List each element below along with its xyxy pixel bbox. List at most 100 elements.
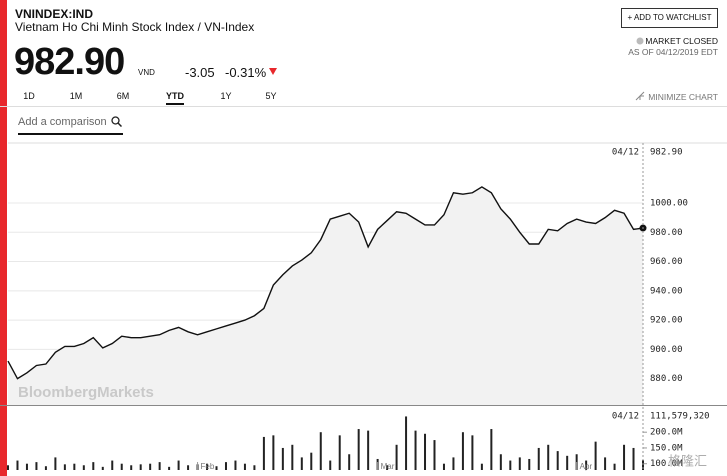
volume-bar <box>367 430 370 470</box>
x-tick-label: Apr <box>580 462 593 471</box>
price-line <box>7 186 644 380</box>
status-dot <box>636 37 644 45</box>
volume-bar <box>224 462 227 470</box>
x-tick-label: Feb <box>201 462 215 471</box>
volume-bar <box>556 451 559 470</box>
last-value: 111,579,320 <box>650 412 710 422</box>
volume-bar <box>518 457 521 470</box>
volume-bar <box>206 463 209 470</box>
volume-bar <box>585 460 588 470</box>
y-tick-label: 980.00 <box>650 228 683 238</box>
volume-bar <box>44 466 47 470</box>
volume-bar <box>272 435 275 470</box>
range-tab[interactable]: 5Y <box>265 91 277 101</box>
volume-bar <box>54 457 57 470</box>
volume-bar <box>139 464 142 470</box>
range-tab[interactable]: YTD <box>166 91 184 105</box>
volume-bar <box>25 463 28 470</box>
volume-bar <box>168 466 171 470</box>
volume-bar <box>177 460 180 470</box>
divider <box>0 106 727 107</box>
minimize-icon <box>635 91 645 101</box>
volume-bar <box>35 462 38 470</box>
index-name: Vietnam Ho Chi Minh Stock Index / VN-Ind… <box>15 20 255 34</box>
watchlist-button[interactable]: + ADD TO WATCHLIST <box>621 8 718 28</box>
volume-bar <box>281 447 284 470</box>
market-status: MARKET CLOSED <box>645 36 718 46</box>
y-tick-label: 200.0M <box>650 428 683 438</box>
y-tick-label: 100.0M <box>650 459 683 469</box>
volume-bar <box>461 432 464 470</box>
search-icon <box>111 116 122 127</box>
volume-bar <box>111 460 114 470</box>
range-tab[interactable]: 1D <box>23 91 35 101</box>
volume-bar <box>490 429 493 470</box>
volume-bar <box>300 457 303 470</box>
as-of: AS OF 04/12/2019 EDT <box>628 47 718 57</box>
volume-bar <box>623 444 626 470</box>
range-tab[interactable]: 1Y <box>220 91 232 101</box>
volume-bar <box>319 432 322 470</box>
accent-bar <box>0 0 7 476</box>
volume-bar <box>338 435 341 470</box>
range-tab[interactable]: 6M <box>116 91 130 101</box>
volume-bar <box>509 460 512 470</box>
volume-bar <box>73 463 76 470</box>
y-tick-label: 900.00 <box>650 345 683 355</box>
volume-bar <box>414 430 417 470</box>
change-pct: -0.31% <box>225 65 267 80</box>
volume-bar <box>424 433 427 470</box>
volume-bar <box>253 465 256 470</box>
price-area <box>8 186 643 405</box>
currency: VND <box>138 68 155 77</box>
y-tick-label: 150.0M <box>650 443 683 453</box>
volume-bar <box>187 465 190 470</box>
volume-bar <box>82 465 85 470</box>
volume-bar <box>130 465 133 470</box>
volume-bar <box>537 447 540 470</box>
comparison-input[interactable]: Add a comparison <box>18 116 107 128</box>
volume-bar <box>405 416 408 470</box>
volume-bar <box>395 444 398 470</box>
watermark: BloombergMarkets <box>18 384 154 401</box>
volume-bar <box>16 460 19 470</box>
y-tick-label: 940.00 <box>650 286 683 296</box>
volume-bar <box>158 462 161 470</box>
volume-bar <box>262 436 265 470</box>
price: 982.90 <box>14 41 125 83</box>
volume-bar <box>442 463 445 470</box>
last-value: 982.90 <box>650 148 683 158</box>
symbol: VNINDEX:IND <box>15 7 94 21</box>
volume-bar <box>215 466 218 470</box>
volume-bar <box>642 460 644 470</box>
volume-bar <box>243 463 246 470</box>
volume-bar <box>386 465 389 470</box>
source-watermark: 格隆汇 <box>668 453 707 468</box>
y-tick-label: 880.00 <box>650 374 683 384</box>
last-date: 04/12 <box>612 148 639 158</box>
volume-bar <box>329 460 332 470</box>
range-tab[interactable]: 1M <box>69 91 83 101</box>
volume-bar <box>613 463 616 470</box>
minimize-chart[interactable]: MINIMIZE CHART <box>648 92 718 102</box>
volume-bar <box>92 462 95 470</box>
volume-bar <box>604 457 607 470</box>
volume-bar <box>632 447 635 470</box>
volume-bar <box>234 460 237 470</box>
comparison-underline <box>18 133 123 135</box>
volume-bar <box>528 458 531 470</box>
last-date: 04/12 <box>612 412 639 422</box>
volume-bar <box>310 452 313 470</box>
volume-bar <box>452 457 455 470</box>
y-tick-label: 920.00 <box>650 316 683 326</box>
y-tick-label: 1000.00 <box>650 199 688 209</box>
volume-bar <box>348 454 351 470</box>
volume-bar <box>101 466 104 470</box>
down-arrow <box>269 68 277 75</box>
y-tick-label: 960.00 <box>650 257 683 267</box>
change: -3.05 <box>185 65 215 80</box>
volume-bar <box>499 454 502 470</box>
volume-bar <box>120 463 123 470</box>
